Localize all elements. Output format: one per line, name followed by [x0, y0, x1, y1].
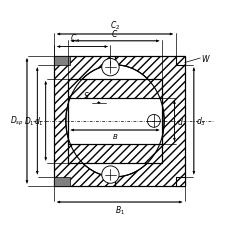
- Text: $B$: $B$: [111, 132, 118, 141]
- Text: $D_{sp}$: $D_{sp}$: [10, 115, 23, 128]
- Text: $d_3$: $d_3$: [195, 115, 205, 128]
- Polygon shape: [54, 57, 114, 186]
- Text: $D_1$: $D_1$: [24, 115, 35, 128]
- Text: $d$: $d$: [176, 116, 183, 127]
- Circle shape: [101, 59, 119, 76]
- Polygon shape: [68, 98, 161, 144]
- Circle shape: [101, 166, 119, 183]
- Polygon shape: [114, 57, 184, 186]
- Polygon shape: [54, 177, 70, 186]
- Polygon shape: [54, 57, 70, 65]
- Polygon shape: [175, 177, 184, 186]
- Ellipse shape: [65, 65, 164, 177]
- Text: $C_2$: $C_2$: [109, 20, 120, 32]
- Text: $C_a$: $C_a$: [70, 33, 80, 45]
- Text: $C$: $C$: [111, 28, 118, 39]
- Text: $B_1$: $B_1$: [114, 204, 124, 216]
- Text: $d_1$: $d_1$: [34, 115, 43, 128]
- Polygon shape: [175, 57, 184, 65]
- Polygon shape: [68, 79, 161, 164]
- Text: $S$: $S$: [83, 90, 90, 101]
- Text: $W$: $W$: [200, 53, 210, 64]
